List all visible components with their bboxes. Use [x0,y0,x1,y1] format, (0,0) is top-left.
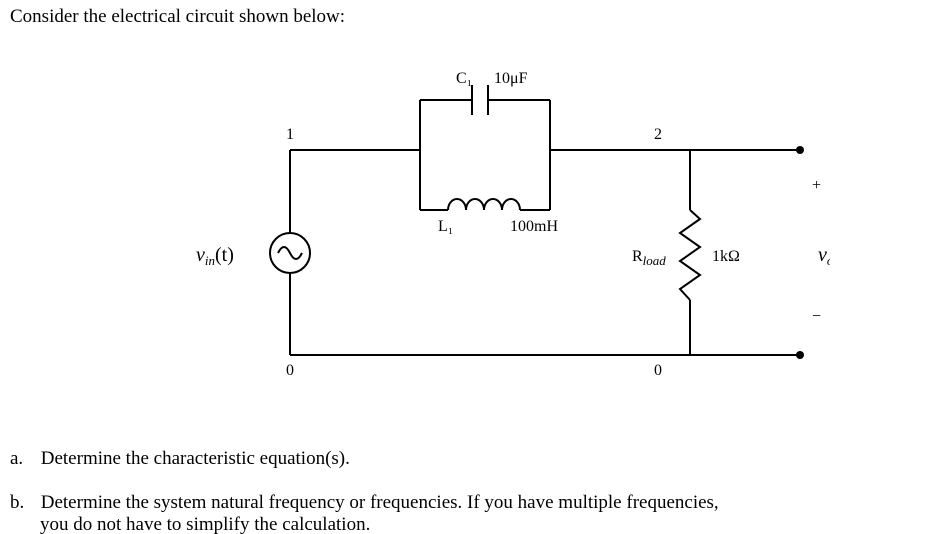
question-a-text: Determine the characteristic equation(s)… [41,448,350,469]
question-b-label: b. [10,492,36,514]
question-a-label: a. [10,448,36,470]
ac-source-icon [270,233,310,273]
resistor-icon [680,210,700,300]
terminal-out-top [796,146,804,154]
terminal-out-bot [796,351,804,359]
question-b-text1: Determine the system natural frequency o… [41,492,719,513]
capacitor-icon [472,85,488,115]
prompt-text: Consider the electrical circuit shown be… [10,6,345,28]
vout-label: vout(t) [818,244,830,268]
vout-plus: + [812,177,821,194]
rload-name: Rload [632,248,666,268]
question-b-line2: you do not have to simplify the calculat… [40,514,950,534]
rload-sub: load [643,253,667,268]
node-0a-label: 0 [286,362,294,379]
c1-value: 10μF [494,70,528,87]
vin-label: vin(t) [196,244,234,268]
question-b: b. Determine the system natural frequenc… [10,492,930,514]
question-a: a. Determine the characteristic equation… [10,448,930,470]
c1-name: C₁ [456,70,472,87]
inductor-icon [448,199,520,210]
circuit-diagram: 1 2 0 0 C₁ 10μF L₁ 100mH Rload 1kΩ vin(t… [190,55,830,405]
node-1-label: 1 [286,126,294,143]
l1-value: 100mH [510,218,558,235]
circuit-svg: 1 2 0 0 C₁ 10μF L₁ 100mH Rload 1kΩ vin(t… [190,55,830,405]
node-0b-label: 0 [654,362,662,379]
node-2-label: 2 [654,126,662,143]
l1-name: L₁ [438,218,453,235]
rload-value: 1kΩ [712,248,740,265]
vout-minus: − [812,308,821,325]
